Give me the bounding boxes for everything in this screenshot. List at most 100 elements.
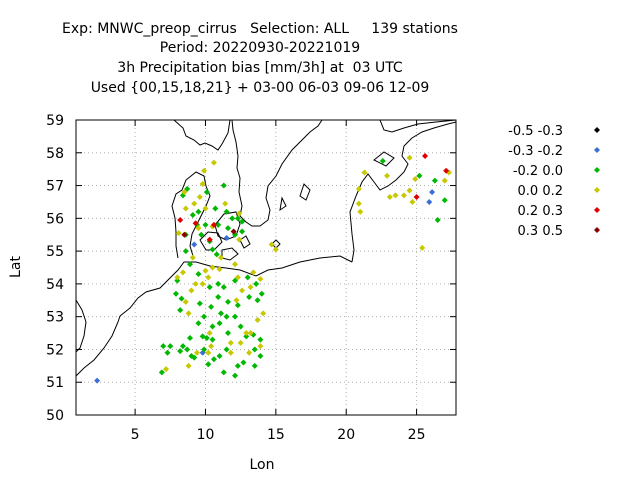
legend-label: 0.3 0.5 — [518, 224, 563, 239]
data-point — [431, 177, 438, 184]
data-point — [215, 280, 222, 287]
data-point — [208, 343, 215, 350]
legend-label: 0.2 0.3 — [518, 204, 563, 219]
data-point — [251, 346, 258, 353]
data-point — [206, 236, 213, 243]
data-point — [196, 300, 203, 307]
data-point — [185, 362, 192, 369]
data-point — [258, 290, 265, 297]
data-point — [174, 277, 181, 284]
data-point — [400, 192, 407, 199]
data-point — [268, 241, 275, 248]
data-point — [195, 225, 202, 232]
data-point — [254, 316, 261, 323]
data-point — [213, 251, 220, 258]
legend-label: 0.0 0.2 — [518, 184, 563, 199]
data-point — [426, 198, 433, 205]
data-point — [250, 269, 257, 276]
chart-title-line-2: Period: 20220930-20221019 — [159, 40, 361, 56]
data-point — [223, 235, 230, 241]
data-point — [229, 215, 236, 222]
legend-marker — [594, 147, 600, 153]
data-point — [202, 205, 209, 212]
data-point — [223, 313, 230, 320]
y-tick-label: 58 — [46, 146, 64, 162]
coastline-map — [75, 119, 457, 377]
data-point — [257, 353, 264, 359]
data-point — [232, 261, 239, 268]
data-point — [163, 366, 170, 373]
data-point — [216, 320, 223, 327]
data-point — [191, 241, 198, 248]
x-tick-label: 5 — [131, 427, 140, 443]
data-point — [216, 266, 223, 273]
legend-label: -0.3 -0.2 — [508, 144, 563, 159]
data-point — [225, 330, 231, 337]
data-point — [215, 221, 222, 228]
chart-title-line-4: Used {00,15,18,21} + 03-00 06-03 09-06 1… — [90, 80, 430, 96]
data-point — [234, 274, 241, 281]
y-tick-label: 50 — [46, 408, 64, 424]
data-point — [422, 153, 429, 160]
data-point — [237, 339, 244, 346]
data-point — [202, 267, 209, 274]
data-point — [239, 218, 246, 225]
data-point — [232, 313, 239, 320]
x-tick-label: 20 — [337, 427, 355, 443]
y-tick-label: 54 — [46, 277, 64, 293]
axis-ticks: 5 10 15 20 25 50 51 52 53 54 55 56 57 58 59 — [46, 113, 456, 443]
chart-title-line-3: 3h Precipitation bias [mm/3h] at 03 UTC — [117, 60, 403, 76]
data-point — [272, 246, 279, 253]
data-point — [94, 377, 101, 384]
data-point — [179, 269, 186, 276]
data-point — [222, 200, 229, 207]
data-point — [181, 189, 188, 196]
plot-frame — [75, 119, 457, 416]
data-point — [236, 236, 243, 243]
data-point — [210, 159, 217, 166]
data-point — [392, 192, 399, 199]
data-point — [254, 297, 261, 304]
data-point — [205, 274, 212, 281]
legend: -0.5 -0.3 -0.3 -0.2 -0.2 0.0 0.0 0.2 0.2 0.3… — [508, 124, 600, 239]
data-point — [260, 310, 267, 317]
data-point — [227, 349, 234, 356]
data-point — [201, 313, 208, 320]
x-tick-label: 15 — [267, 427, 285, 443]
data-point — [210, 221, 217, 228]
data-point — [206, 284, 213, 291]
data-point — [201, 346, 208, 353]
data-points — [94, 153, 452, 384]
y-tick-label: 55 — [46, 244, 64, 260]
data-point — [172, 290, 179, 297]
data-point — [202, 221, 209, 228]
data-point — [247, 330, 254, 337]
data-point — [212, 205, 219, 212]
data-point — [198, 231, 205, 238]
data-point — [257, 343, 264, 350]
data-point — [185, 310, 192, 317]
data-point — [189, 212, 196, 219]
y-tick-label: 56 — [46, 211, 64, 227]
data-point — [205, 349, 212, 356]
data-point — [182, 248, 189, 255]
data-point — [234, 362, 241, 369]
data-point — [181, 231, 188, 238]
data-point — [357, 208, 364, 215]
data-point — [199, 280, 206, 287]
legend-label: -0.5 -0.3 — [508, 124, 563, 139]
x-tick-label: 25 — [408, 427, 426, 443]
data-point — [237, 323, 244, 330]
data-point — [441, 197, 448, 204]
legend-marker — [594, 227, 600, 233]
data-point — [192, 220, 199, 227]
data-point — [208, 303, 215, 310]
data-point — [429, 189, 436, 196]
data-point — [217, 254, 224, 261]
data-point — [175, 230, 182, 237]
data-point — [191, 200, 198, 207]
data-point — [201, 167, 208, 174]
data-point — [196, 194, 203, 201]
data-point — [216, 353, 223, 359]
legend-marker — [594, 207, 600, 213]
